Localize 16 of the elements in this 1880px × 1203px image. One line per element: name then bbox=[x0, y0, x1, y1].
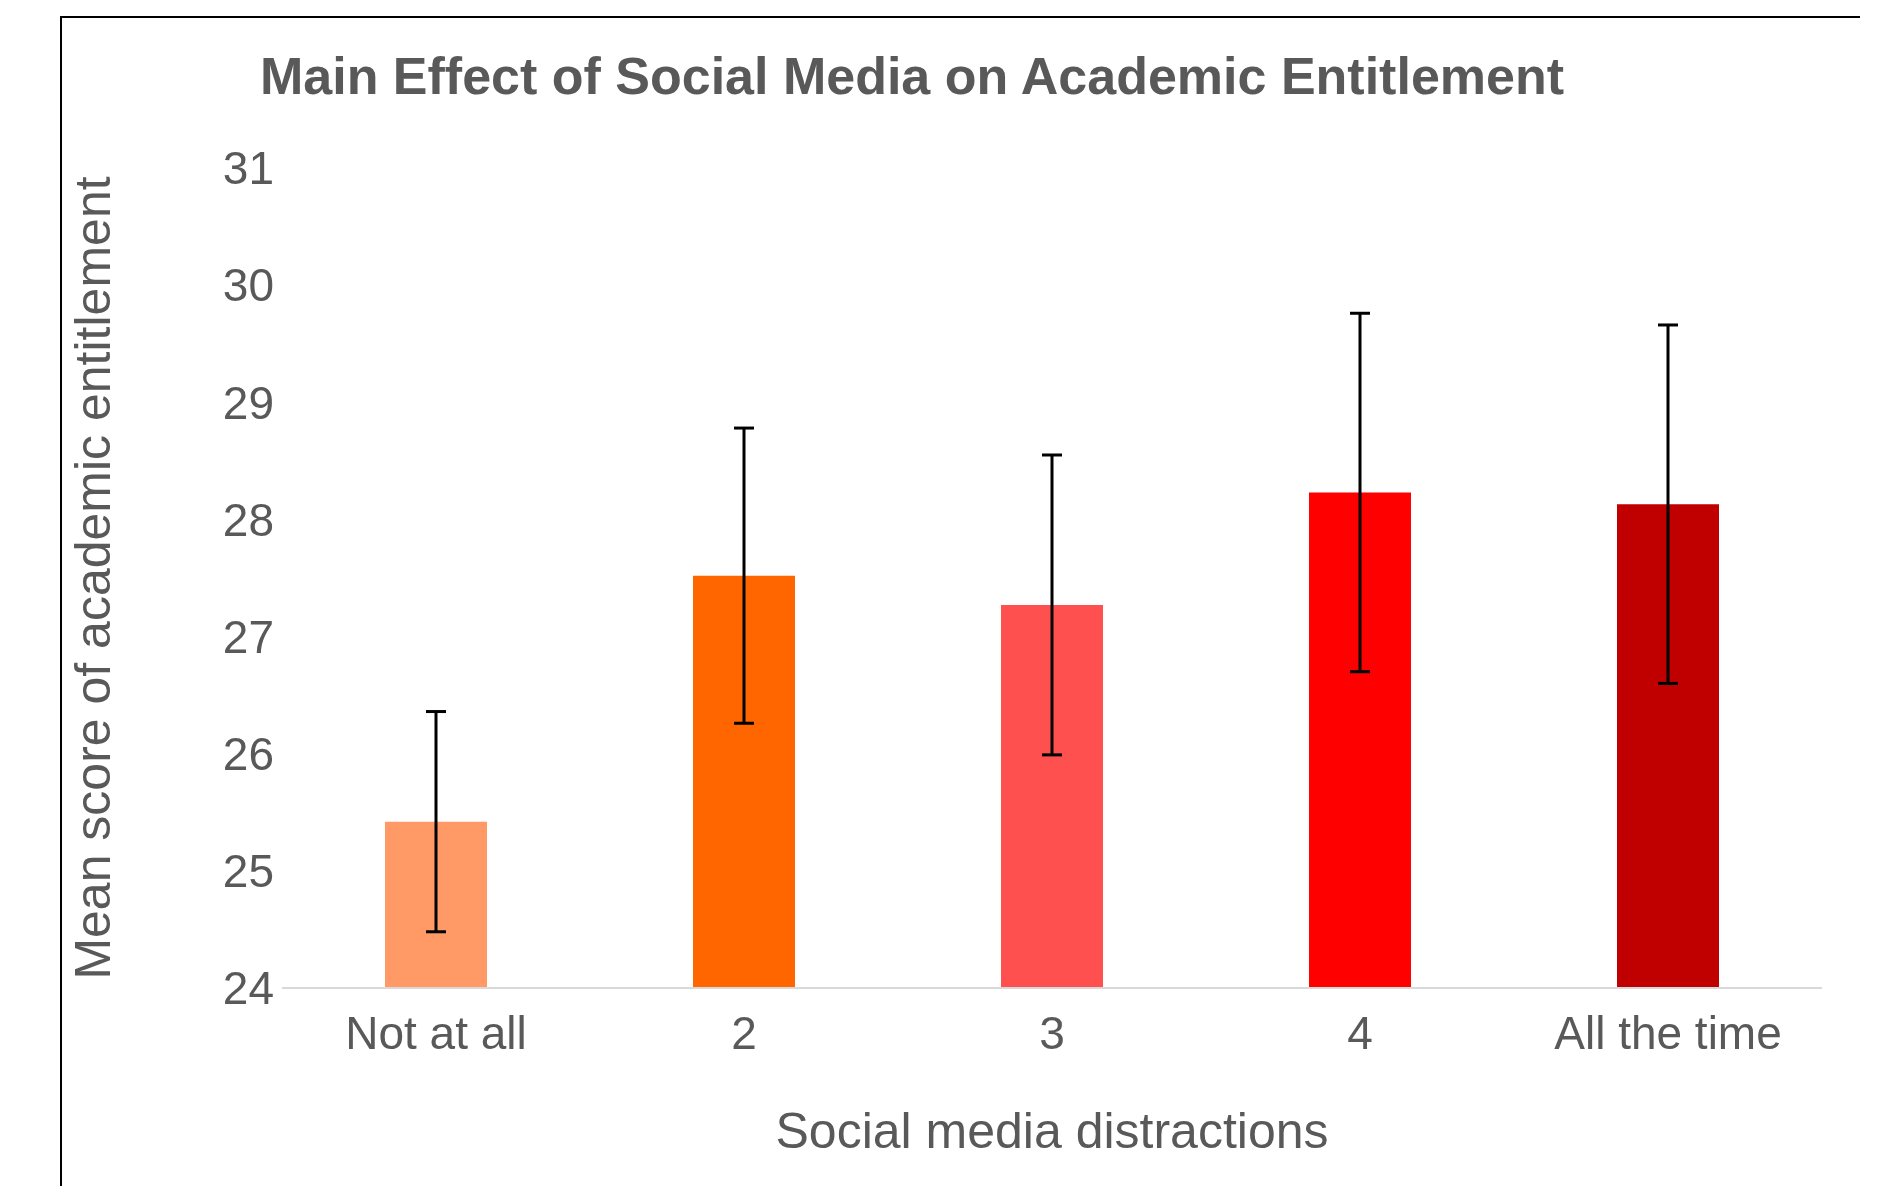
x-axis-title: Social media distractions bbox=[775, 1103, 1329, 1159]
y-tick-label: 25 bbox=[222, 845, 274, 898]
y-tick-label: 27 bbox=[222, 610, 274, 663]
y-axis-title: Mean score of academic entitlement bbox=[64, 176, 121, 980]
y-tick-label: 30 bbox=[222, 259, 274, 312]
y-tick-label: 28 bbox=[222, 493, 274, 546]
y-tick-label: 29 bbox=[222, 376, 274, 429]
x-tick-label: 2 bbox=[731, 1006, 757, 1059]
chart-title: Main Effect of Social Media on Academic Entitlement bbox=[258, 46, 1566, 106]
x-tick-label: Not at all bbox=[345, 1006, 527, 1059]
x-tick-label: 3 bbox=[1039, 1006, 1065, 1059]
y-tick-label: 24 bbox=[222, 962, 274, 1015]
y-tick-label: 26 bbox=[222, 728, 274, 781]
x-tick-label: All the time bbox=[1554, 1006, 1782, 1059]
x-tick-label: 4 bbox=[1347, 1006, 1373, 1059]
y-tick-label: 31 bbox=[222, 142, 274, 195]
